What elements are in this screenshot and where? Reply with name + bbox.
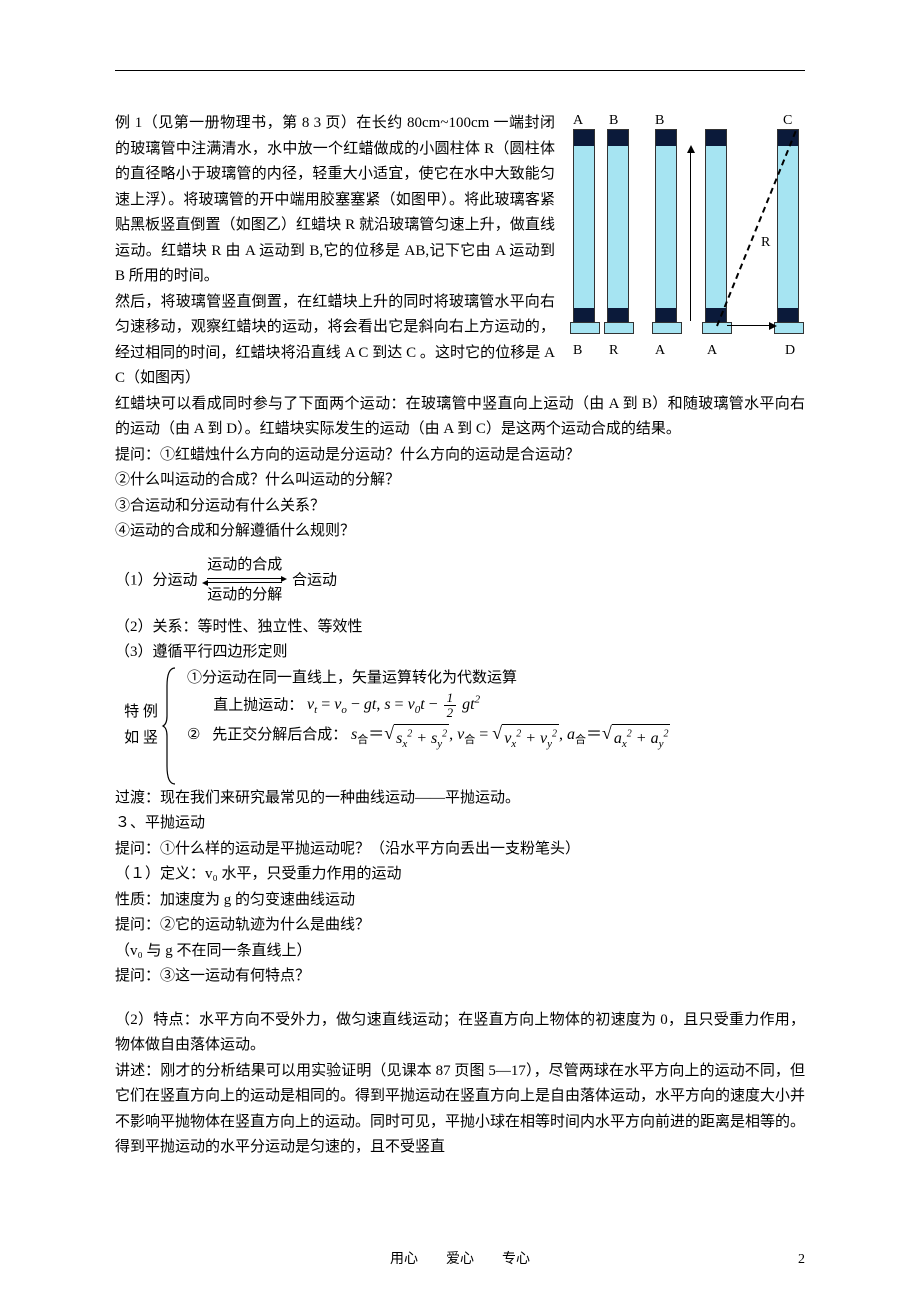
sec3-note: （v₀ 与 g 不在同一条直线上） (115, 939, 805, 965)
label-A-bot1: A (655, 339, 665, 363)
sec3-q3: 提问：③这一运动有何特点？ (115, 964, 805, 990)
formula-1-left: （1）分运动 (115, 572, 198, 588)
formula-1-bottom: 运动的分解 (207, 583, 282, 609)
sec3-feature: （2）特点：水平方向不受外力，做匀速直线运动；在竖直方向上物体的初速度为 0，且… (115, 1008, 805, 1059)
sec3-q1: 提问：①什么样的运动是平抛运动呢？（沿水平方向丢出一支粉笔头） (115, 837, 805, 863)
label-R: R (761, 231, 770, 255)
label-D-bot: D (785, 339, 795, 363)
question-1: 提问：①红蜡烛什么方向的运动是分运动？什么方向的运动是合运动？ (115, 443, 805, 469)
special-line-3: ② 先正交分解后合成： s合＝√sx2 + sy2, v合 = √vx2 + v… (187, 721, 805, 754)
tube-5 (777, 129, 799, 331)
sec3-def: （１）定义：v₀ 水平，只受重力作用的运动 (115, 862, 805, 888)
sec3-q2: 提问：②它的运动轨迹为什么是曲线？ (115, 913, 805, 939)
label-A-bot2: A (707, 339, 717, 363)
label-B-bot1: B (573, 339, 582, 363)
special-line-1: ①分运动在同一直线上，矢量运算转化为代数运算 (187, 666, 805, 692)
footer-center: 用心 爱心 专心 (115, 1248, 805, 1272)
special-left-top: 特 例 (124, 700, 158, 726)
formula-1-right: 合运动 (292, 572, 337, 588)
section-3-title: ３、平抛运动 (115, 811, 805, 837)
question-3: ③合运动和分运动有什么关系？ (115, 494, 805, 520)
special-line-2-label: 直上抛运动： (213, 697, 303, 713)
tube-4 (705, 129, 727, 331)
question-2: ②什么叫运动的合成？什么叫运动的分解？ (115, 468, 805, 494)
formula-1: （1）分运动 运动的合成 运动的分解 合运动 (115, 553, 805, 609)
tube-diagram: A B B C (565, 111, 805, 361)
page-footer: 用心 爱心 专心 2 (115, 1248, 805, 1272)
label-R-bot: R (609, 339, 618, 363)
special-case-block: 特 例 如 竖 ①分运动在同一直线上，矢量运算转化为代数运算 直上抛运动： vt… (121, 666, 805, 786)
example-para-3: 红蜡块可以看成同时参与了下面两个运动：在玻璃管中竖直向上运动（由 A 到 B）和… (115, 392, 805, 443)
tube-1 (573, 129, 595, 331)
special-line-3-label: 先正交分解后合成： (212, 727, 347, 743)
formula-1-top: 运动的合成 (207, 553, 282, 579)
left-brace-icon (161, 666, 179, 786)
page-top-rule (115, 70, 805, 71)
special-line-3-num: ② (187, 723, 200, 749)
sec3-prop: 性质：加速度为 g 的匀变速曲线运动 (115, 888, 805, 914)
question-4: ④运动的合成和分解遵循什么规则？ (115, 519, 805, 545)
transition: 过渡：现在我们来研究最常见的一种曲线运动——平抛运动。 (115, 786, 805, 812)
relation-2: （2）关系：等时性、独立性、等效性 (115, 615, 805, 641)
relation-3: （3）遵循平行四边形定则 (115, 640, 805, 666)
tube-3 (655, 129, 677, 331)
footer-page-number: 2 (798, 1248, 805, 1272)
special-line-2: 直上抛运动： vt = vo − gt, s = v0t − 12 gt2 (187, 691, 805, 721)
tube-2 (607, 129, 629, 331)
special-left-bottom: 如 竖 (124, 726, 158, 752)
arrow-up-icon (690, 151, 691, 321)
sec3-explain: 讲述：刚才的分析结果可以用实验证明（见课本 87 页图 5—17），尽管两球在水… (115, 1059, 805, 1161)
arrow-right-icon (727, 325, 771, 326)
